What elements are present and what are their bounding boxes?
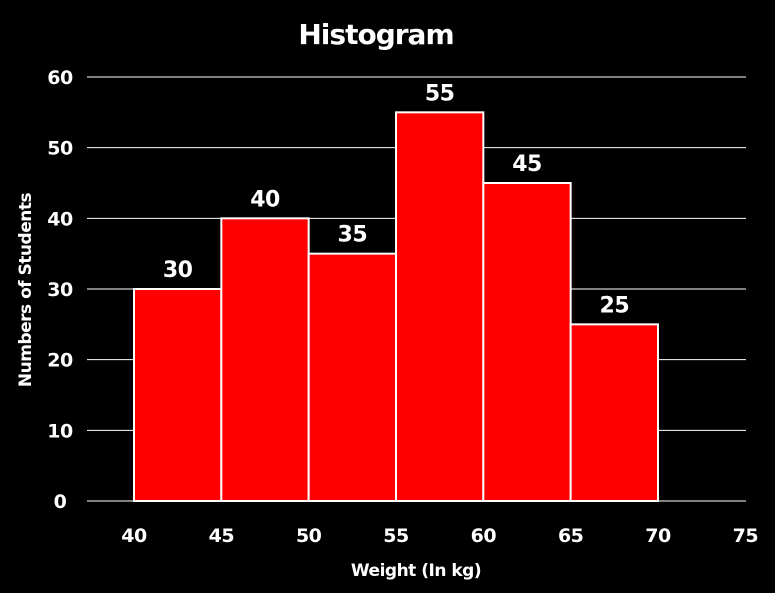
- y-tick-label: 0: [54, 491, 67, 513]
- histogram-bar: [569, 323, 660, 503]
- y-tick-label: 30: [47, 279, 73, 301]
- bar-value-label: 40: [250, 187, 280, 212]
- histogram-bar: [133, 288, 223, 502]
- bar-value-label: 25: [600, 293, 630, 318]
- histogram-bar: [395, 111, 485, 502]
- x-axis-label: Weight (In kg): [351, 561, 481, 581]
- bar-value-label: 30: [163, 258, 193, 283]
- x-axis-ticks: 40 45 50 55 60 65 70 75: [121, 525, 758, 547]
- x-tick-label: 55: [383, 525, 408, 547]
- y-tick-label: 40: [47, 208, 73, 230]
- y-tick-label: 60: [47, 67, 73, 89]
- bar-value-label: 45: [512, 152, 542, 177]
- x-tick-label: 60: [471, 525, 497, 547]
- y-tick-label: 10: [47, 420, 73, 442]
- histogram-bar: [220, 217, 310, 502]
- bar-value-label: 55: [425, 81, 455, 106]
- histogram-bar: [307, 252, 397, 502]
- chart-title: Histogram: [298, 18, 453, 51]
- bar-value-label: 35: [338, 223, 368, 248]
- x-tick-label: 70: [645, 525, 671, 547]
- histogram-bar: [482, 182, 572, 502]
- y-axis-ticks: 0 10 20 30 40 50 60: [47, 67, 73, 513]
- x-tick-label: 75: [733, 525, 758, 547]
- x-tick-label: 45: [209, 525, 234, 547]
- y-tick-label: 20: [47, 350, 73, 372]
- bars: [133, 111, 660, 503]
- x-tick-label: 50: [296, 525, 322, 547]
- x-tick-label: 65: [558, 525, 583, 547]
- data-labels: 30 40 35 55 45 25: [163, 81, 630, 318]
- y-axis-label: Numbers of Students: [16, 193, 36, 388]
- x-tick-label: 40: [121, 525, 147, 547]
- y-tick-label: 50: [47, 138, 73, 160]
